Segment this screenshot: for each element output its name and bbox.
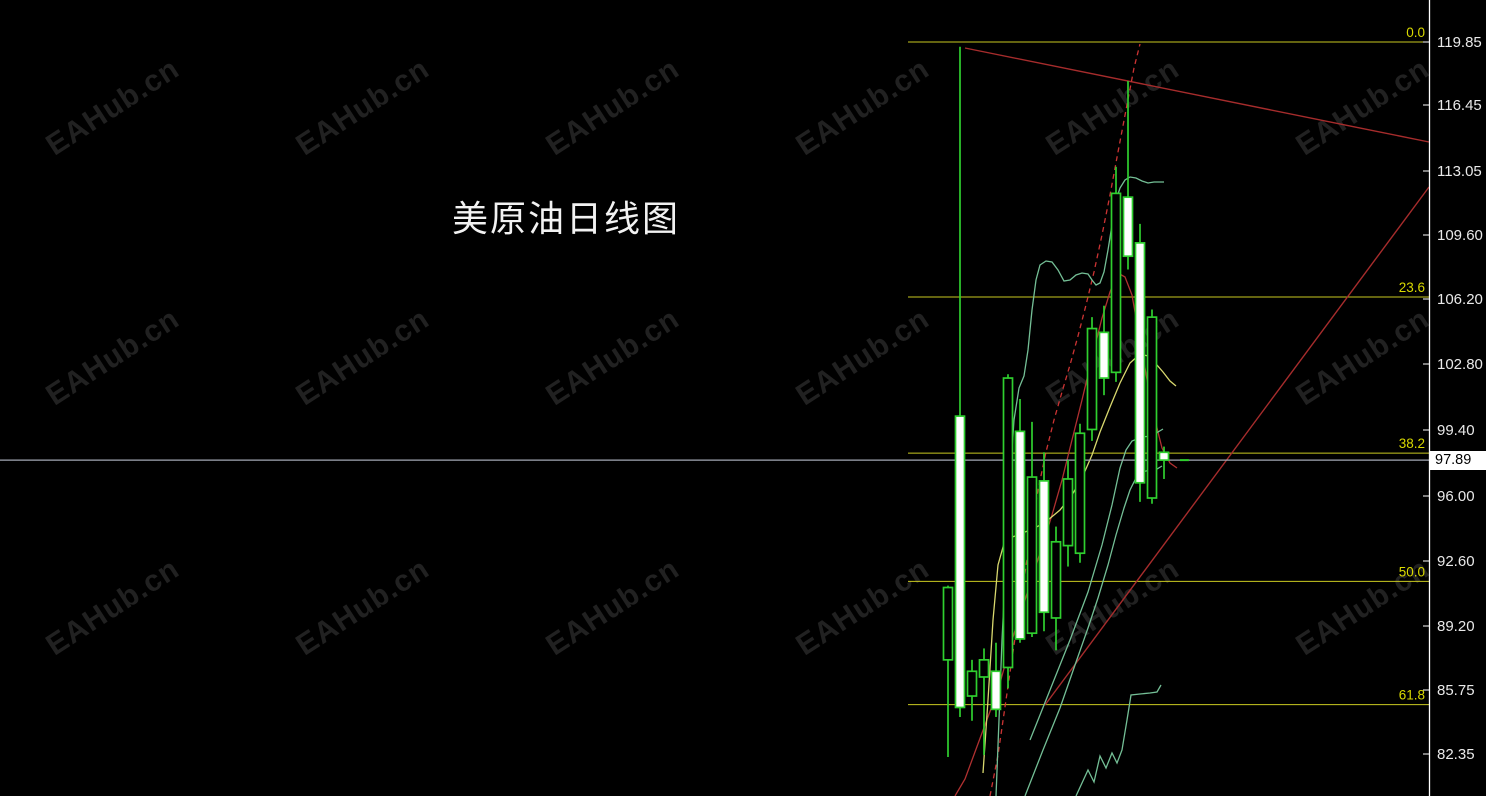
candle-body-down: [1134, 242, 1146, 484]
trendlines-layer: [964, 47, 1430, 706]
watermark-text: EAHub.cn: [790, 52, 935, 162]
price-axis-label: 106.20: [1437, 291, 1483, 308]
candle-body-down: [1122, 196, 1134, 258]
price-axis-label: 109.60: [1437, 227, 1483, 244]
price-axis-label: 116.45: [1437, 97, 1482, 114]
fib-level-label: 61.8: [1399, 688, 1425, 703]
watermark-text: EAHub.cn: [290, 302, 435, 412]
ma-teal-fast: [995, 176, 1164, 796]
price-axis-label: 113.05: [1437, 163, 1482, 180]
candle-body-up: [1062, 478, 1074, 547]
candle-body-up: [1074, 432, 1086, 555]
watermark-text: EAHub.cn: [40, 302, 185, 412]
candle-body-down: [990, 670, 1002, 711]
descending-trendline: [964, 47, 1430, 143]
price-axis-label: 89.20: [1437, 618, 1475, 635]
watermark-text: EAHub.cn: [40, 552, 185, 662]
watermark-text: EAHub.cn: [1040, 552, 1185, 662]
watermark-text: EAHub.cn: [1290, 52, 1435, 162]
price-axis-label: 102.80: [1437, 356, 1483, 373]
candle-body-down: [1038, 480, 1050, 614]
candle-body-up: [1002, 377, 1014, 669]
watermark-text: EAHub.cn: [290, 552, 435, 662]
candle-body-up: [1050, 540, 1062, 619]
price-axis-label: 85.75: [1437, 682, 1475, 699]
candle-body-up: [1110, 192, 1122, 374]
watermark-text: EAHub.cn: [40, 52, 185, 162]
price-axis-label: 92.60: [1437, 553, 1475, 570]
fibonacci-retracement: 0.0 23.6 38.2 50.0 61.8: [908, 25, 1429, 706]
chart-title: 美原油日线图: [452, 199, 681, 239]
candle-body-down: [1098, 331, 1110, 379]
candle-body-up: [1086, 327, 1098, 431]
price-axis[interactable]: 119.85 116.45 113.05 109.60 106.20 102.80 99.4…: [1423, 0, 1483, 796]
fib-level-label: 50.0: [1399, 564, 1425, 579]
candle-body-up: [966, 670, 978, 697]
price-axis-label: 99.40: [1437, 422, 1475, 439]
fib-level-label: 38.2: [1399, 436, 1425, 451]
ascending-trendline: [1044, 186, 1430, 706]
candle-body-up: [978, 658, 990, 678]
fib-level-label: 23.6: [1399, 280, 1425, 295]
price-axis-label: 96.00: [1437, 488, 1475, 505]
watermark-text: EAHub.cn: [540, 52, 685, 162]
ma-red-dashed: [989, 43, 1141, 796]
candle-body-up: [1026, 476, 1038, 635]
watermark-text: EAHub.cn: [790, 302, 935, 412]
ma-teal-slow-stepped: [1075, 684, 1162, 796]
current-price-marker: 97.89: [1430, 451, 1486, 470]
watermark-text: EAHub.cn: [540, 552, 685, 662]
candle-body-down: [954, 415, 966, 709]
watermark-layer: EAHub.cn EAHub.cn EAHub.cn EAHub.cn EAHub.cn…: [40, 52, 1435, 662]
candle-body-up: [1146, 316, 1158, 499]
watermark-text: EAHub.cn: [290, 52, 435, 162]
candles-layer: [942, 46, 1189, 757]
watermark-text: EAHub.cn: [540, 302, 685, 412]
candle-body-down: [1014, 430, 1026, 640]
watermark-text: EAHub.cn: [1290, 302, 1435, 412]
candle-body-down: [1158, 451, 1170, 461]
candle-body-up: [942, 586, 954, 661]
price-axis-label: 119.85: [1437, 34, 1482, 51]
fib-level-label: 0.0: [1406, 25, 1425, 40]
price-axis-label: 82.35: [1437, 746, 1475, 763]
watermark-text: EAHub.cn: [1040, 52, 1185, 162]
watermark-text: EAHub.cn: [790, 552, 935, 662]
